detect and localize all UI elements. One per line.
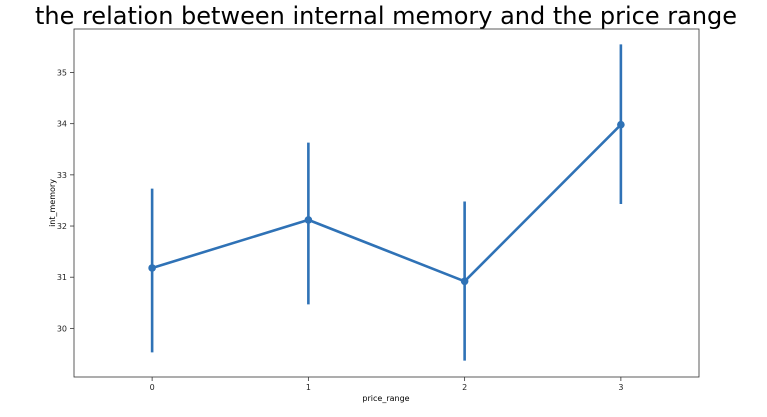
x-tick-label: 1 [306,383,311,392]
x-axis-label: price_range [362,394,409,403]
y-axis: 30 31 32 33 34 35 [57,69,74,333]
y-axis-label: int_memory [48,179,57,227]
y-tick-label: 30 [57,324,67,333]
x-tick-label: 3 [618,383,623,392]
y-tick-label: 33 [57,171,67,180]
y-tick-label: 31 [57,273,67,282]
chart-title: the relation between internal memory and… [35,2,737,30]
data-point [617,120,625,129]
data-point [460,277,469,286]
data-point [304,216,313,224]
x-tick-label: 2 [462,383,467,392]
series-lines [151,123,622,283]
y-tick-label: 35 [57,69,67,78]
y-tick-label: 32 [57,222,67,231]
y-tick-label: 34 [57,120,67,129]
error-bars [150,44,623,361]
x-tick-label: 0 [150,383,155,392]
data-point [148,264,156,272]
plot-area [73,28,700,378]
series-line [151,123,622,283]
x-axis: 0 1 2 3 [150,377,623,392]
data-points [148,120,625,286]
